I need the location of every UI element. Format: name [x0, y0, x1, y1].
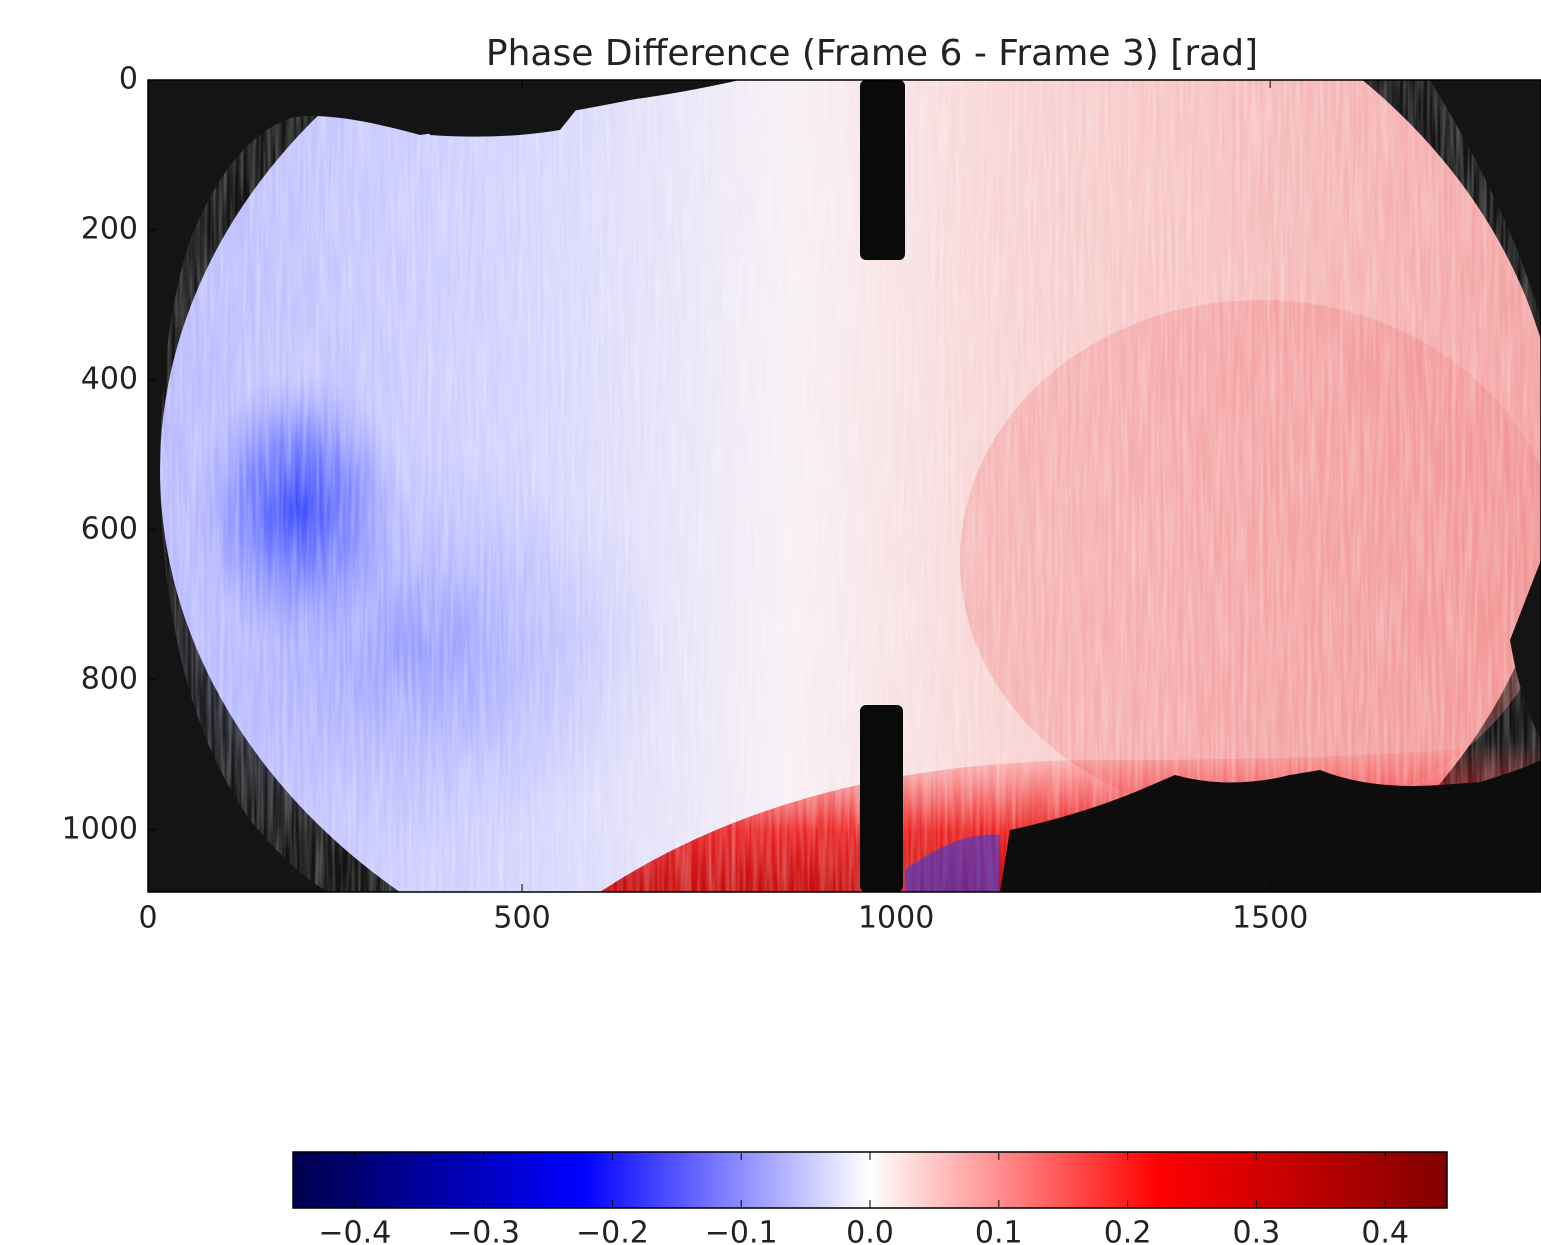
- colorbar-tick-label: −0.3: [447, 1216, 520, 1245]
- colorbar-tick-label: 0.3: [1233, 1216, 1281, 1245]
- chart-title: Phase Difference (Frame 6 - Frame 3) [ra…: [486, 33, 1258, 74]
- y-tick-label: 0: [119, 62, 138, 97]
- colorbar-tick-label: −0.4: [318, 1216, 391, 1245]
- x-tick-label: 500: [493, 901, 550, 936]
- y-tick-label: 800: [81, 661, 138, 696]
- y-tick-label: 600: [81, 511, 138, 546]
- y-tick-label: 1000: [62, 811, 138, 846]
- colorbar-tick-label: 0.2: [1104, 1216, 1152, 1245]
- colorbar-tick-label: −0.2: [576, 1216, 649, 1245]
- colorbar: [292, 1151, 1448, 1209]
- heatmap-image: [148, 80, 1541, 892]
- colorbar-tick-label: −0.1: [705, 1216, 778, 1245]
- x-tick-label: 1500: [1232, 901, 1308, 936]
- colorbar-tick-label: 0.0: [846, 1216, 894, 1245]
- colorbar-tick-label: 0.1: [975, 1216, 1023, 1245]
- axes-frame: [147, 79, 1541, 893]
- x-tick-label: 1000: [858, 901, 934, 936]
- y-tick-label: 200: [81, 211, 138, 246]
- x-tick-label: 0: [138, 901, 157, 936]
- y-tick-label: 400: [81, 361, 138, 396]
- colorbar-tick-label: 0.4: [1361, 1216, 1409, 1245]
